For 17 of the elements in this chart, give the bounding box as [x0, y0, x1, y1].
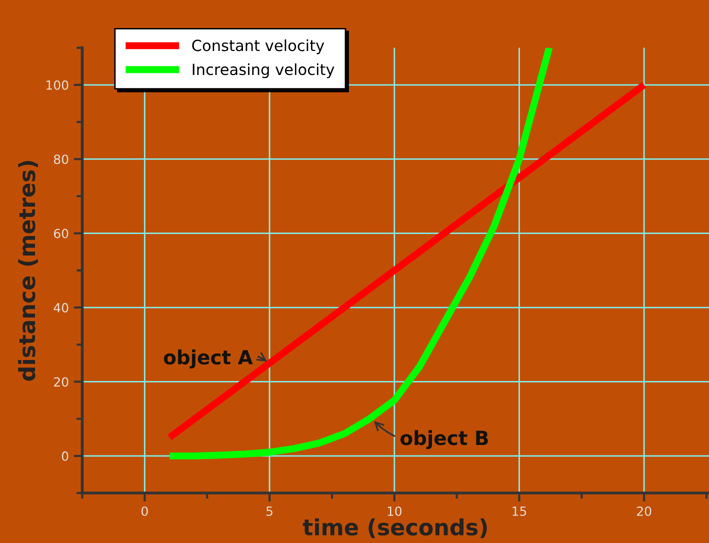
- x-tick-label: 10: [388, 506, 402, 516]
- y-tick-label: 60: [54, 228, 68, 238]
- y-axis-title: distance (metres): [18, 161, 38, 381]
- y-tick-label: 0: [62, 451, 68, 461]
- x-tick-label: 20: [637, 506, 652, 516]
- legend-label: Constant velocity: [192, 39, 324, 54]
- x-tick-label: 15: [512, 506, 526, 516]
- x-tick-label: 5: [266, 506, 272, 516]
- annotation: object B: [400, 430, 488, 450]
- y-tick-label: 20: [54, 377, 68, 387]
- y-tick-label: 40: [54, 302, 68, 312]
- y-tick-label: 80: [54, 154, 68, 164]
- y-tick-label: 100: [46, 80, 68, 90]
- x-axis-title: time (seconds): [302, 518, 487, 538]
- legend-label: Increasing velocity: [192, 63, 334, 78]
- x-tick-label: 0: [142, 506, 148, 516]
- annotation: object A: [164, 350, 253, 368]
